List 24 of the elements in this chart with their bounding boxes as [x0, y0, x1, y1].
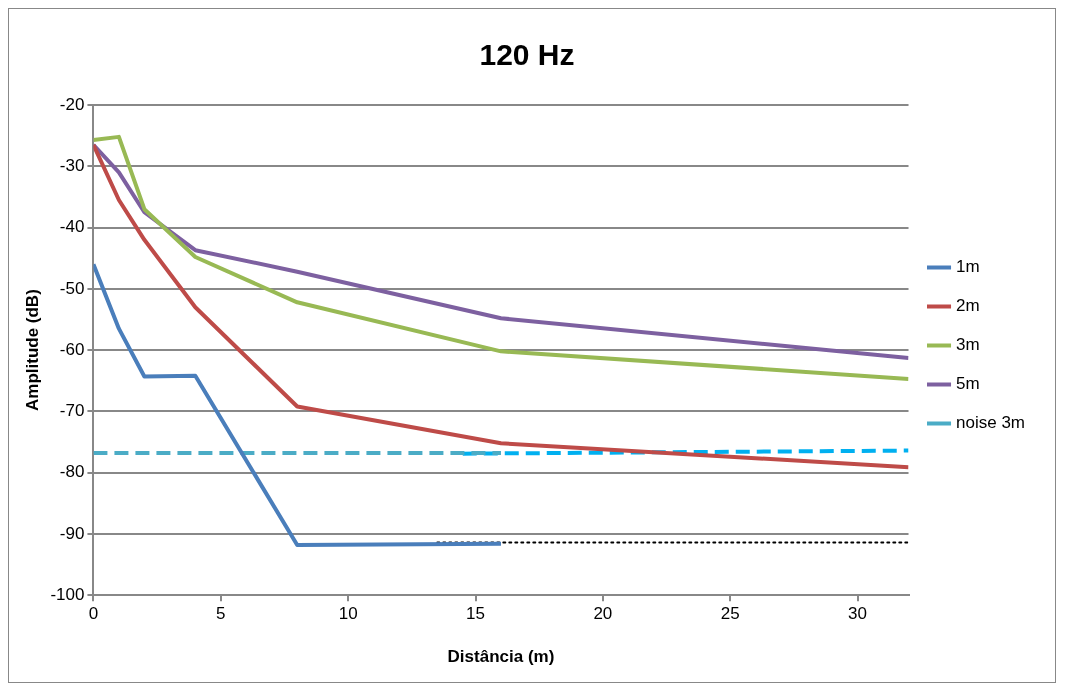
x-tick-label: 30: [848, 604, 868, 624]
y-tick-label: -80: [59, 462, 85, 482]
y-tick-label: -50: [59, 278, 85, 298]
y-tick-label: -30: [59, 155, 85, 175]
chart-title: 120 Hz: [479, 38, 575, 72]
x-tick-label: 5: [216, 604, 226, 624]
legend-label: 2m: [956, 296, 980, 316]
legend-label: noise 3m: [956, 413, 1025, 433]
y-axis-title: Amplitude (dB): [22, 289, 42, 412]
x-tick-label: 15: [466, 604, 485, 624]
legend-label: 3m: [956, 335, 980, 355]
y-tick-label: -60: [59, 339, 85, 359]
x-tick-label: 20: [593, 604, 613, 624]
y-tick-label: -90: [59, 523, 85, 543]
legend-label: 1m: [956, 257, 980, 277]
y-tick-label: -20: [59, 94, 85, 114]
x-tick-label: 10: [338, 604, 358, 624]
x-tick-label: 0: [88, 604, 99, 624]
y-tick-label: -70: [59, 401, 85, 421]
x-axis-title: Distância (m): [447, 647, 555, 667]
y-tick-label: -100: [50, 584, 85, 604]
x-tick-label: 25: [720, 604, 740, 624]
y-tick-label: -40: [59, 217, 85, 237]
legend-label: 5m: [956, 374, 980, 394]
